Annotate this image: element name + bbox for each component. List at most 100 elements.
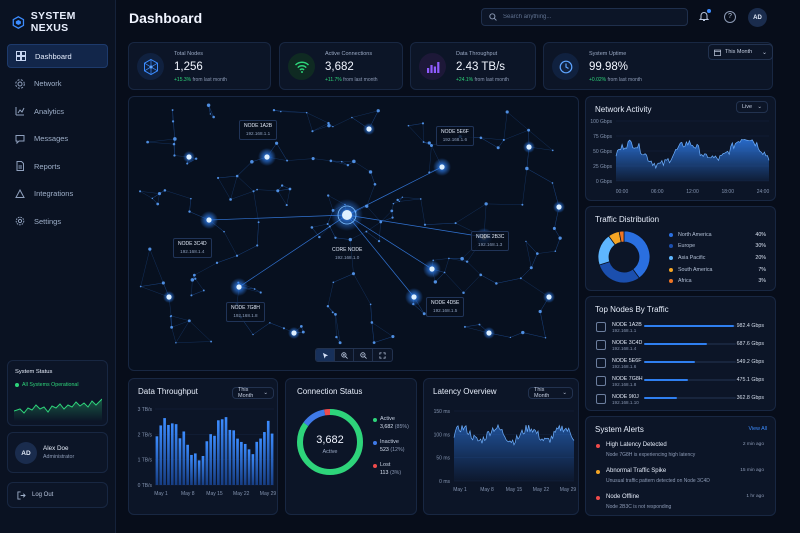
kpi-change-value: +0.02%	[589, 77, 607, 83]
top-node-row[interactable]: NODE 5E6F 192.168.1.6 549.2 Gbps	[596, 355, 764, 371]
network-point	[186, 162, 189, 165]
network-link	[139, 191, 153, 199]
network-point	[275, 141, 279, 145]
x-tick-label: May 15	[206, 491, 223, 497]
user-card[interactable]: AD Alex Doe Administrator	[7, 432, 108, 473]
network-link	[371, 322, 394, 337]
kpi-change-value: +11.7%	[325, 77, 342, 83]
server-icon	[596, 376, 606, 386]
y-tick-label: 100 ms	[434, 432, 451, 438]
kpi-change-suffix: from last month	[607, 77, 642, 83]
legend-label: Europe	[678, 243, 696, 250]
latency-period-selector[interactable]: This Month ⌄	[528, 387, 573, 399]
network-link	[277, 188, 291, 191]
network-point	[551, 149, 554, 152]
zoom-out-icon[interactable]	[354, 349, 373, 361]
sidebar-item-integrations[interactable]: Integrations	[7, 182, 108, 206]
node-core	[186, 154, 192, 160]
network-link	[170, 316, 172, 328]
network-point	[373, 182, 377, 186]
cursor-icon[interactable]	[316, 349, 335, 361]
donut-slice	[598, 261, 640, 284]
network-link	[236, 245, 258, 256]
legend-value: 3,682 (85%)	[380, 424, 409, 430]
network-map[interactable]	[128, 96, 579, 371]
search-bar[interactable]	[481, 8, 688, 26]
network-link	[195, 278, 204, 291]
sidebar-item-analytics[interactable]: Analytics	[7, 99, 108, 123]
network-point	[538, 309, 542, 314]
header-avatar[interactable]: AD	[748, 8, 767, 27]
network-point	[190, 197, 192, 200]
sidebar-item-dashboard[interactable]: Dashboard	[7, 44, 108, 68]
network-link	[172, 121, 176, 139]
network-link	[208, 214, 348, 221]
network-link	[480, 274, 497, 284]
zoom-in-icon[interactable]	[335, 349, 354, 361]
network-point	[460, 256, 464, 261]
network-point	[331, 311, 334, 314]
sidebar-item-settings[interactable]: Settings	[7, 209, 108, 233]
top-node-info: NODE 3C4D 192.168.1.4	[612, 340, 642, 351]
search-input[interactable]	[503, 14, 683, 20]
network-point	[259, 291, 262, 294]
brand-name: SYSTEM NEXUS	[30, 10, 76, 34]
throughput-bar	[159, 425, 163, 485]
sidebar-item-network[interactable]: Network	[7, 72, 108, 96]
network-point	[427, 141, 431, 145]
period-selector[interactable]: This Month ⌄	[708, 44, 773, 60]
network-point	[484, 202, 488, 206]
live-selector[interactable]: Live ⌄	[736, 101, 768, 113]
node-core	[486, 330, 492, 336]
throughput-period-selector[interactable]: This Month ⌄	[232, 387, 274, 399]
fullscreen-icon[interactable]	[373, 349, 392, 361]
network-point	[192, 273, 196, 277]
network-link	[269, 322, 285, 329]
alert-item[interactable]: High Latency Detected Node 7G8H is experi…	[596, 442, 764, 462]
throughput-bar	[201, 455, 205, 485]
network-link	[319, 226, 330, 238]
network-link	[175, 341, 212, 343]
network-point	[377, 239, 381, 243]
help-button[interactable]: ?	[724, 11, 736, 23]
legend-label: North America	[678, 231, 712, 238]
legend-label: Inactive	[380, 439, 399, 445]
top-node-row[interactable]: NODE 1A2B 192.168.1.1 982.4 Gbps	[596, 319, 764, 335]
legend-count: 113	[380, 470, 389, 476]
network-link	[408, 123, 424, 126]
x-tick-label: 12:00	[686, 189, 699, 195]
top-node-bar-fill	[644, 361, 695, 363]
kpi-change-suffix: from last month	[192, 77, 227, 83]
top-node-value: 687.6 Gbps	[736, 341, 764, 347]
traffic-distribution-card: Traffic Distribution North America 40% Eu…	[585, 206, 776, 291]
top-node-row[interactable]: NODE 9I0J 192.168.1.10 362.8 Gbps	[596, 391, 764, 407]
sidebar-item-reports[interactable]: Reports	[7, 154, 108, 178]
alert-item[interactable]: Abnormal Traffic Spike Unusual traffic pa…	[596, 468, 764, 488]
sidebar-item-label: Messages	[34, 134, 69, 143]
top-node-info: NODE 1A2B 192.168.1.1	[612, 322, 642, 333]
brand[interactable]: SYSTEM NEXUS	[12, 10, 115, 34]
network-link	[335, 314, 337, 338]
server-icon	[596, 322, 606, 332]
view-all-link[interactable]: View All	[748, 426, 767, 432]
top-node-row[interactable]: NODE 3C4D 192.168.1.4 687.6 Gbps	[596, 337, 764, 353]
logout-button[interactable]: Log Out	[7, 482, 108, 508]
sidebar-item-label: Settings	[34, 216, 62, 226]
network-point	[146, 140, 149, 144]
network-point	[422, 141, 425, 143]
network-point	[288, 187, 292, 191]
sidebar-item-label: Analytics	[34, 106, 65, 116]
top-node-bar	[644, 343, 736, 345]
network-point	[334, 312, 337, 316]
network-point	[326, 194, 330, 197]
network-link	[537, 251, 556, 254]
sidebar-item-messages[interactable]: Messages	[7, 127, 108, 151]
notifications-button[interactable]	[698, 9, 714, 25]
network-graph[interactable]	[129, 97, 579, 371]
top-node-row[interactable]: NODE 7G8H 192.168.1.8 475.1 Gbps	[596, 373, 764, 389]
node-name: NODE 1A2B	[244, 123, 273, 129]
network-link	[555, 238, 561, 252]
network-point	[428, 171, 431, 174]
alert-item[interactable]: Node Offline Node 2B3C is not responding 1…	[596, 494, 764, 514]
sidebar-item-label: Network	[34, 79, 62, 88]
